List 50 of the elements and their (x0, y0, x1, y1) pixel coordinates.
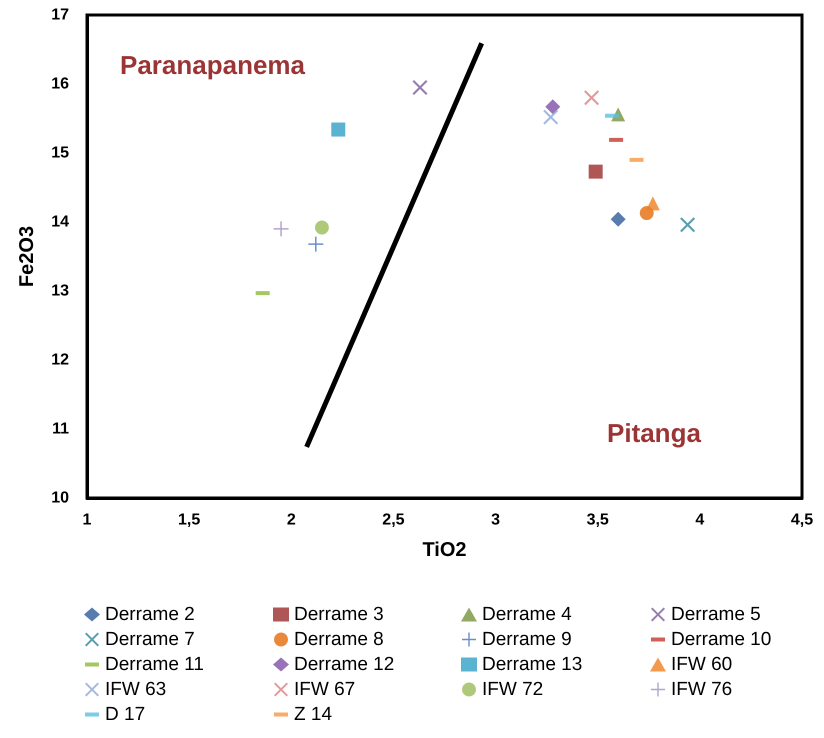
legend-label: Derrame 5 (671, 604, 761, 625)
x-axis-title: TiO2 (422, 539, 467, 561)
x-tick-label: 1,5 (178, 512, 200, 528)
x-tick-label: 2 (286, 512, 296, 528)
x-tick-label: 3 (491, 512, 500, 528)
legend-label: Derrame 12 (294, 654, 394, 675)
legend-label: Z 14 (294, 704, 332, 725)
legend-label: IFW 67 (294, 679, 356, 700)
legend-label: Derrame 9 (482, 629, 572, 650)
legend-label: Derrame 13 (482, 654, 582, 675)
annotation: Pitanga (607, 418, 702, 448)
legend-label: Derrame 4 (482, 604, 572, 625)
x-tick-label: 4,5 (790, 512, 814, 528)
point (680, 217, 696, 232)
point (588, 164, 603, 179)
x-tick-label: 1 (82, 512, 92, 528)
legend-label: Derrame 11 (105, 654, 204, 675)
legend-label: Derrame 8 (294, 629, 384, 650)
legend-label: Derrame 3 (294, 604, 384, 625)
x-tick-label: 4 (695, 512, 704, 528)
legend-label: Derrame 7 (105, 629, 195, 650)
x-tick-label: 2,5 (382, 512, 405, 528)
legend-label: Derrame 10 (671, 629, 772, 650)
point (314, 220, 329, 235)
x-tick-label: 3,5 (586, 512, 609, 528)
point (610, 212, 626, 227)
y-tick-label: 13 (51, 282, 70, 300)
point (584, 90, 600, 106)
y-tick-label: 16 (51, 76, 70, 92)
point (412, 80, 428, 95)
point (274, 221, 289, 236)
legend-label: IFW 76 (671, 679, 732, 700)
legend-label: IFW 60 (671, 654, 732, 675)
y-tick-label: 15 (51, 144, 70, 162)
y-tick-label: 10 (51, 490, 70, 506)
point (308, 236, 324, 252)
y-axis-title: Fe2O3 (16, 226, 38, 288)
point (646, 196, 660, 210)
y-tick-label: 14 (51, 214, 70, 230)
legend-label: IFW 72 (482, 679, 544, 700)
point (331, 122, 346, 137)
point (545, 99, 560, 114)
annotation: Paranapanema (120, 50, 306, 80)
legend-label: D 17 (105, 704, 146, 725)
legend-label: IFW 63 (105, 679, 166, 700)
y-tick-label: 12 (51, 352, 70, 368)
y-tick-label: 17 (51, 6, 70, 24)
point (543, 110, 558, 125)
legend-label: Derrame 2 (105, 604, 195, 625)
y-tick-label: 11 (52, 420, 70, 438)
